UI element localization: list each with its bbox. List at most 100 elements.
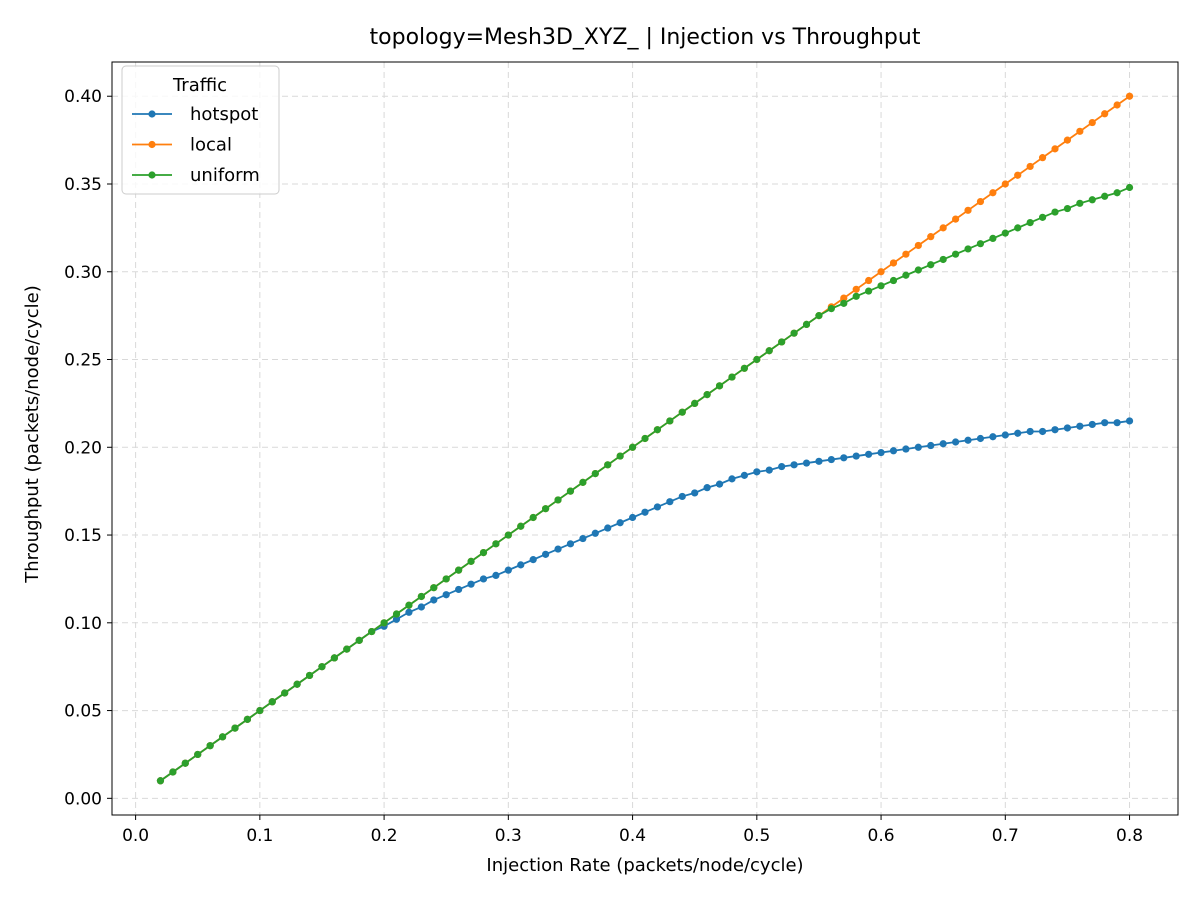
data-point-uniform	[827, 305, 835, 313]
data-point-hotspot	[467, 580, 475, 588]
data-point-hotspot	[790, 461, 798, 469]
data-point-uniform	[380, 619, 388, 627]
data-point-uniform	[691, 399, 699, 407]
data-point-uniform	[889, 276, 898, 285]
data-point-local	[976, 197, 985, 206]
data-point-uniform	[169, 768, 177, 776]
data-point-local	[1063, 136, 1072, 144]
data-point-local	[1026, 162, 1034, 171]
data-point-uniform	[566, 487, 575, 495]
data-point-uniform	[318, 663, 326, 671]
data-point-uniform	[305, 671, 314, 680]
y-axis-label: Throughput (packets/node/cycle)	[22, 285, 43, 584]
axes-frame	[111, 61, 1179, 816]
data-point-uniform	[653, 426, 662, 434]
data-point-hotspot	[902, 445, 910, 453]
data-point-uniform	[1063, 204, 1072, 213]
data-point-uniform	[1014, 224, 1022, 232]
data-point-local	[1113, 101, 1121, 109]
data-point-uniform	[455, 566, 463, 574]
x-tick-label: 0.0	[122, 826, 149, 846]
data-point-uniform	[218, 733, 227, 741]
axis-ticks: 0.0 0.1 0.2 0.3 0.4 0.5 0.6 0.7 0.8 0.00 0.05 0.10 0…	[64, 87, 1143, 846]
data-point-uniform	[231, 724, 239, 732]
x-tick-label: 0.5	[743, 826, 770, 846]
data-point-uniform	[517, 522, 525, 530]
data-point-hotspot	[566, 540, 575, 548]
data-point-hotspot	[840, 454, 848, 462]
data-point-uniform	[405, 601, 413, 609]
data-point-uniform	[268, 698, 276, 706]
data-point-hotspot	[691, 489, 699, 497]
data-point-uniform	[715, 382, 724, 390]
y-tick-label: 0.30	[64, 263, 102, 283]
data-point-hotspot	[591, 529, 599, 537]
y-tick-label: 0.10	[64, 614, 102, 634]
data-point-uniform	[194, 750, 202, 759]
data-point-uniform	[641, 434, 649, 443]
data-point-uniform	[417, 592, 425, 601]
data-point-uniform	[840, 299, 848, 307]
x-tick-label: 0.2	[371, 826, 398, 846]
data-point-uniform	[802, 320, 811, 329]
y-tick-label: 0.15	[64, 526, 102, 546]
data-point-uniform	[554, 496, 562, 504]
data-point-uniform	[914, 266, 922, 274]
legend-marker-uniform	[148, 171, 156, 179]
y-tick-label: 0.40	[64, 87, 102, 107]
series-uniform	[156, 183, 1134, 785]
data-point-hotspot	[1125, 417, 1134, 425]
data-point-hotspot	[442, 591, 450, 599]
data-point-hotspot	[1063, 424, 1072, 432]
data-point-hotspot	[641, 508, 649, 516]
y-tick-label: 0.00	[64, 789, 102, 809]
data-point-local	[939, 224, 947, 232]
data-point-uniform	[392, 610, 401, 618]
data-point-uniform	[479, 548, 488, 557]
legend: Traffic hotspot local uniform	[121, 65, 280, 195]
data-point-uniform	[927, 261, 935, 269]
data-point-uniform	[976, 240, 985, 248]
data-point-local	[914, 241, 922, 250]
data-point-uniform	[1026, 219, 1034, 227]
data-point-hotspot	[1101, 419, 1109, 427]
legend-label-hotspot: hotspot	[190, 104, 258, 125]
data-point-hotspot	[579, 534, 587, 543]
data-point-uniform	[206, 742, 214, 750]
data-point-local	[1076, 127, 1084, 135]
data-point-uniform	[368, 627, 376, 636]
data-point-hotspot	[1038, 427, 1047, 436]
data-point-hotspot	[815, 457, 823, 465]
data-point-uniform	[430, 584, 438, 592]
data-point-hotspot	[479, 575, 488, 583]
data-point-hotspot	[616, 519, 624, 527]
data-point-hotspot	[778, 462, 786, 471]
data-point-hotspot	[1051, 426, 1059, 434]
data-point-uniform	[616, 452, 624, 460]
data-point-uniform	[467, 557, 475, 565]
data-point-uniform	[1076, 199, 1084, 207]
data-point-uniform	[243, 715, 252, 723]
data-point-hotspot	[865, 450, 873, 458]
data-point-uniform	[666, 417, 674, 425]
data-point-uniform	[1101, 192, 1109, 200]
y-tick-label: 0.35	[64, 175, 102, 195]
data-point-hotspot	[976, 434, 985, 443]
data-point-uniform	[778, 338, 786, 346]
data-point-local	[927, 233, 935, 241]
chart-title: topology=Mesh3D_XYZ_ | Injection vs Thro…	[370, 25, 921, 50]
y-tick-label: 0.05	[64, 702, 102, 722]
data-point-hotspot	[1014, 429, 1022, 437]
data-point-uniform	[952, 250, 960, 258]
data-point-uniform	[1001, 229, 1009, 237]
data-point-hotspot	[952, 438, 960, 446]
data-point-hotspot	[802, 459, 811, 467]
data-point-local	[1088, 118, 1096, 127]
data-point-local	[1101, 110, 1109, 118]
y-tick-label: 0.25	[64, 351, 102, 371]
data-point-uniform	[281, 689, 289, 697]
data-point-local	[877, 268, 885, 276]
data-point-uniform	[293, 680, 301, 688]
data-point-uniform	[852, 292, 860, 300]
data-point-hotspot	[740, 471, 748, 479]
